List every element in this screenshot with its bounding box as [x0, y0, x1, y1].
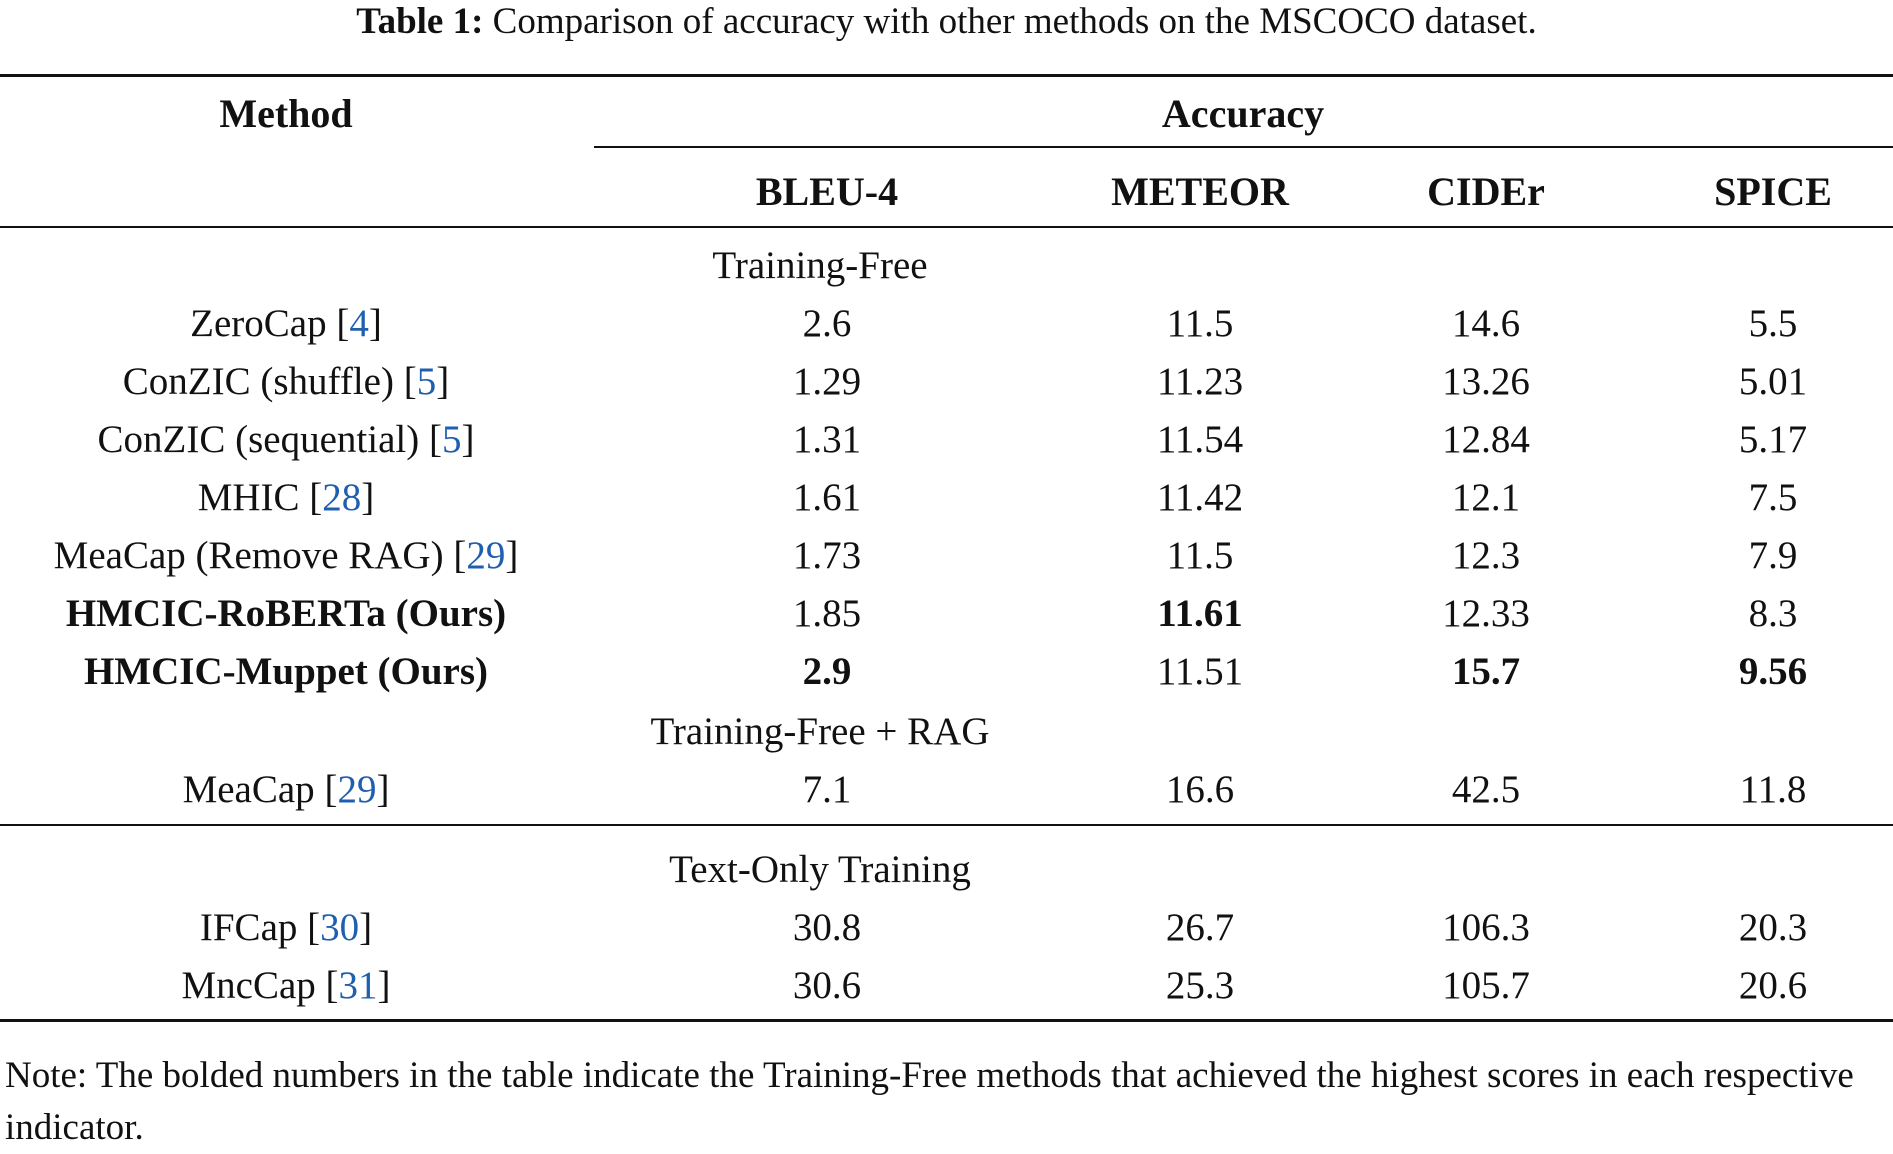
caption-label: Table 1:	[356, 1, 484, 42]
citation-link[interactable]: 5	[416, 360, 437, 403]
method-name: MeaCap (Remove RAG)	[53, 534, 444, 577]
cell-bleu4: 30.6	[792, 964, 862, 1007]
cell-bleu4: 7.1	[802, 768, 852, 811]
method-name: ConZIC (sequential)	[97, 418, 420, 461]
cell-spice: 5.5	[1748, 302, 1798, 345]
method-name: ZeroCap	[190, 302, 327, 345]
cell-spice: 7.9	[1748, 534, 1798, 577]
method-cell: HMCIC-Muppet (Ours)	[0, 648, 572, 696]
accuracy-underline	[594, 146, 1893, 148]
cell-spice: 7.5	[1748, 476, 1798, 519]
cell-spice: 11.8	[1739, 768, 1807, 811]
table-note: Note: The bolded numbers in the table in…	[5, 1055, 1854, 1148]
citation-link[interactable]: 30	[320, 906, 360, 949]
cell-meteor: 11.54	[1156, 418, 1244, 461]
cell-cider: 15.7	[1451, 650, 1521, 693]
cell-bleu4: 1.73	[792, 534, 862, 577]
method-cell: IFCap [30]	[199, 906, 373, 949]
cell-cider: 12.84	[1442, 418, 1530, 461]
citation-link[interactable]: 5	[441, 418, 462, 461]
method-cell: MeaCap [29]	[182, 768, 390, 811]
citation-link[interactable]: 29	[466, 534, 506, 577]
method-name: MHIC	[197, 476, 300, 519]
method-cell: MeaCap (Remove RAG) [29]	[53, 534, 519, 577]
cell-meteor: 25.3	[1165, 964, 1235, 1007]
cell-meteor: 11.23	[1156, 360, 1244, 403]
citation-link[interactable]: 4	[349, 302, 369, 345]
group-label: Training-Free + RAG	[650, 710, 990, 753]
method-cell: ConZIC (sequential) [5]	[97, 418, 475, 461]
cell-cider: 106.3	[1442, 906, 1530, 949]
cell-bleu4: 1.61	[792, 476, 862, 519]
section-rule	[0, 824, 1893, 826]
cell-spice: 5.01	[1738, 360, 1808, 403]
column-header-cider: CIDEr	[1427, 169, 1545, 214]
cell-bleu4: 1.29	[792, 360, 862, 403]
method-name: MeaCap	[182, 768, 315, 811]
cell-spice: 20.3	[1738, 906, 1808, 949]
cell-cider: 42.5	[1451, 768, 1521, 811]
cell-cider: 105.7	[1442, 964, 1530, 1007]
column-header-bleu4: BLEU-4	[755, 169, 899, 214]
cell-cider: 12.33	[1442, 592, 1530, 635]
method-cell: MHIC [28]	[197, 476, 375, 519]
cell-bleu4: 1.31	[792, 418, 862, 461]
cell-bleu4: 2.9	[802, 650, 852, 693]
method-cell: HMCIC-RoBERTa (Ours)	[0, 590, 572, 638]
method-name: HMCIC-Muppet (Ours)	[83, 650, 489, 693]
cell-cider: 12.1	[1451, 476, 1521, 519]
cell-meteor: 11.51	[1156, 650, 1244, 693]
cell-meteor: 11.5	[1166, 302, 1234, 345]
cell-bleu4: 2.6	[802, 302, 852, 345]
table-caption: Table 1: Comparison of accuracy with oth…	[0, 0, 1893, 44]
cell-meteor: 16.6	[1165, 768, 1235, 811]
cell-cider: 12.3	[1451, 534, 1521, 577]
method-cell: ConZIC (shuffle) [5]	[122, 360, 450, 403]
method-name: ConZIC (shuffle)	[122, 360, 394, 403]
cell-meteor: 11.61	[1157, 592, 1243, 635]
cell-meteor: 26.7	[1165, 906, 1235, 949]
method-name: IFCap	[199, 906, 298, 949]
group-label: Text-Only Training	[669, 848, 971, 891]
cell-cider: 13.26	[1442, 360, 1530, 403]
citation-link[interactable]: 29	[337, 768, 377, 811]
top-rule	[0, 74, 1893, 77]
caption-text: Comparison of accuracy with other method…	[492, 1, 1537, 42]
cell-spice: 5.17	[1738, 418, 1808, 461]
cell-bleu4: 30.8	[792, 906, 862, 949]
method-header: Method	[219, 91, 353, 136]
citation-link[interactable]: 28	[322, 476, 362, 519]
cell-spice: 9.56	[1738, 650, 1808, 693]
column-header-spice: SPICE	[1714, 169, 1832, 214]
cell-spice: 20.6	[1738, 964, 1808, 1007]
accuracy-header: Accuracy	[1161, 91, 1325, 136]
cell-spice: 8.3	[1748, 592, 1798, 635]
cell-meteor: 11.5	[1166, 534, 1234, 577]
method-name: MncCap	[181, 964, 316, 1007]
method-name: HMCIC-RoBERTa (Ours)	[65, 592, 507, 635]
method-cell: MncCap [31]	[181, 964, 391, 1007]
cell-cider: 14.6	[1451, 302, 1521, 345]
group-label: Training-Free	[712, 244, 928, 287]
header-rule	[0, 226, 1893, 228]
method-cell: ZeroCap [4]	[190, 302, 382, 345]
bottom-rule	[0, 1019, 1893, 1022]
cell-meteor: 11.42	[1156, 476, 1244, 519]
cell-bleu4: 1.85	[792, 592, 862, 635]
citation-link[interactable]: 31	[338, 964, 378, 1007]
column-header-meteor: METEOR	[1111, 169, 1289, 214]
